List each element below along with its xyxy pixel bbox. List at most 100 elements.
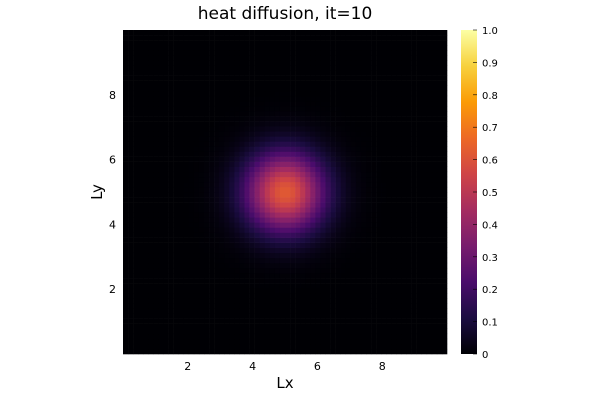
heatmap-cell xyxy=(259,176,266,183)
heatmap-cell xyxy=(239,323,245,329)
heatmap-cell xyxy=(345,55,352,61)
heatmap-cell xyxy=(325,323,331,329)
heatmap-cell xyxy=(350,181,357,188)
heatmap-cell xyxy=(254,151,260,157)
heatmap-cell xyxy=(259,95,266,102)
heatmap-cell xyxy=(158,70,164,76)
heatmap-cell xyxy=(416,222,422,228)
heatmap-cell xyxy=(355,40,362,46)
heatmap-cell xyxy=(396,60,402,66)
heatmap-cell xyxy=(295,323,301,329)
heatmap-cell xyxy=(264,95,271,102)
heatmap-cell xyxy=(300,308,306,314)
heatmap-cell xyxy=(310,288,316,294)
heatmap-cell xyxy=(193,202,200,208)
heatmap-cell xyxy=(214,197,220,203)
heatmap-cell xyxy=(436,217,443,223)
heatmap-cell xyxy=(274,217,281,223)
heatmap-cell xyxy=(148,35,154,41)
heatmap-cell xyxy=(300,323,306,329)
heatmap-cell xyxy=(421,308,428,314)
heatmap-cell xyxy=(198,202,205,208)
heatmap-cell xyxy=(178,313,185,319)
heatmap-cell xyxy=(320,288,326,294)
heatmap-cell xyxy=(148,100,154,107)
heatmap-cell xyxy=(158,328,164,335)
heatmap-cell xyxy=(381,156,387,162)
heatmap-cell xyxy=(158,197,164,203)
heatmap-cell xyxy=(300,338,306,345)
heatmap-cell xyxy=(264,293,271,299)
heatmap-cell xyxy=(264,298,271,304)
heatmap-cell xyxy=(254,313,260,319)
heatmap-cell xyxy=(229,202,235,208)
heatmap-cell xyxy=(274,333,281,340)
heatmap-cell xyxy=(371,207,377,213)
heatmap-cell xyxy=(274,95,281,102)
heatmap-cell xyxy=(376,186,382,193)
heatmap-cell xyxy=(198,126,205,132)
heatmap-cell xyxy=(330,237,336,243)
heatmap-cell xyxy=(381,35,387,41)
heatmap-cell xyxy=(396,338,402,345)
heatmap-cell xyxy=(188,343,195,350)
heatmap-cell xyxy=(158,100,164,107)
heatmap-cell xyxy=(411,257,417,264)
heatmap-cell xyxy=(416,141,422,147)
heatmap-cell xyxy=(128,303,134,309)
heatmap-cell xyxy=(396,105,402,112)
heatmap-cell xyxy=(193,227,200,233)
heatmap-cell xyxy=(436,126,443,132)
heatmap-cell xyxy=(148,323,154,329)
heatmap-cell xyxy=(209,323,215,329)
heatmap-cell xyxy=(128,217,134,223)
heatmap-cell xyxy=(401,262,407,269)
heatmap-cell xyxy=(274,65,281,71)
heatmap-cell xyxy=(133,207,139,213)
heatmap-cell xyxy=(340,141,347,147)
heatmap-cell xyxy=(143,237,149,243)
heatmap-cell xyxy=(209,50,215,56)
heatmap-cell xyxy=(340,242,347,248)
heatmap-cell xyxy=(300,95,306,102)
heatmap-cell xyxy=(386,161,392,167)
heatmap-cell xyxy=(305,262,311,269)
heatmap-cell xyxy=(421,323,428,329)
heatmap-cell xyxy=(436,202,443,208)
heatmap-cell xyxy=(401,156,407,162)
heatmap-cell xyxy=(366,252,372,259)
heatmap-cell xyxy=(198,75,205,81)
heatmap-cell xyxy=(178,141,185,147)
heatmap-cell xyxy=(436,30,443,36)
heatmap-cell xyxy=(376,338,382,345)
heatmap-cell xyxy=(386,40,392,46)
heatmap-cell xyxy=(123,288,129,294)
heatmap-cell xyxy=(209,121,215,127)
heatmap-cell xyxy=(330,65,336,71)
heatmap-cell xyxy=(163,192,169,198)
heatmap-cell xyxy=(264,348,271,355)
heatmap-cell xyxy=(426,151,433,157)
heatmap-cell xyxy=(259,161,266,167)
heatmap-cell xyxy=(143,343,149,350)
heatmap-cell xyxy=(350,65,357,71)
heatmap-cell xyxy=(436,197,443,203)
heatmap-cell xyxy=(441,227,448,233)
heatmap-cell xyxy=(254,247,260,254)
heatmap-cell xyxy=(193,338,200,345)
heatmap-cell xyxy=(254,283,260,289)
heatmap-cell xyxy=(431,318,438,324)
heatmap-cell xyxy=(269,202,276,208)
heatmap-cell xyxy=(148,257,154,264)
heatmap-cell xyxy=(244,293,250,299)
heatmap-cell xyxy=(198,308,205,314)
heatmap-cell xyxy=(234,202,240,208)
heatmap-cell xyxy=(173,116,179,122)
heatmap-cell xyxy=(285,283,291,289)
heatmap-cell xyxy=(386,151,392,157)
heatmap-cell xyxy=(133,343,139,350)
heatmap-cell xyxy=(381,111,387,117)
heatmap-cell xyxy=(279,323,286,329)
heatmap-cell xyxy=(173,237,179,243)
heatmap-cell xyxy=(376,176,382,183)
